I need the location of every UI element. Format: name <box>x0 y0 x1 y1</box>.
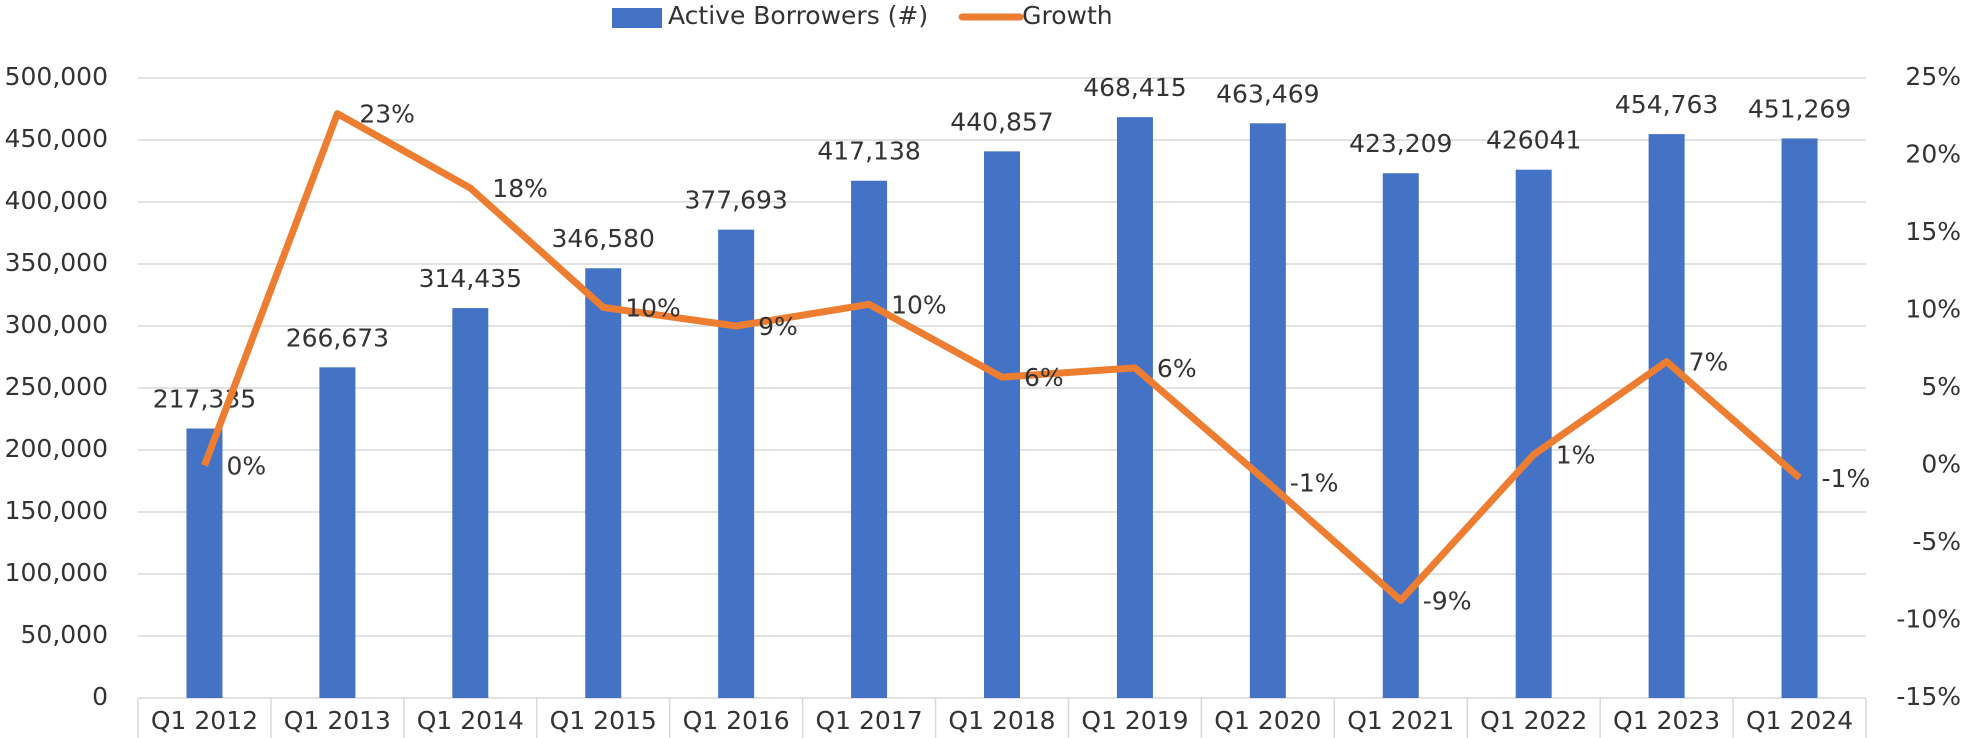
y-tick-label: 50,000 <box>21 620 108 649</box>
x-tick-label: Q1 2022 <box>1480 706 1587 735</box>
x-tick-label: Q1 2014 <box>417 706 524 735</box>
line-value-label: 23% <box>359 100 415 129</box>
bar <box>319 367 356 698</box>
bar <box>1382 173 1419 699</box>
x-tick-label: Q1 2016 <box>683 706 790 735</box>
y-tick-label: 100,000 <box>5 558 108 587</box>
line-value-label: 10% <box>891 290 947 319</box>
bar-value-label: 217,335 <box>153 385 256 414</box>
y-tick-label: 400,000 <box>5 186 108 215</box>
bar-value-label: 314,435 <box>419 264 522 293</box>
line-value-label: 9% <box>758 312 798 341</box>
x-tick-label: Q1 2018 <box>948 706 1055 735</box>
line-value-label: 6% <box>1157 354 1197 383</box>
y2-tick-label: 10% <box>1905 295 1961 324</box>
x-tick-label: Q1 2015 <box>550 706 657 735</box>
y2-tick-label: -5% <box>1912 527 1961 556</box>
line-value-label: 18% <box>492 174 548 203</box>
line-value-label: 1% <box>1556 441 1596 470</box>
y-tick-label: 200,000 <box>5 434 108 463</box>
x-tick-label: Q1 2023 <box>1613 706 1720 735</box>
line-value-label: 7% <box>1689 348 1729 377</box>
bar <box>718 229 755 698</box>
x-tick-label: Q1 2021 <box>1347 706 1454 735</box>
y2-tick-label: 25% <box>1905 62 1961 91</box>
bar <box>1515 169 1552 698</box>
y2-tick-label: -15% <box>1896 682 1961 711</box>
bar <box>1116 117 1153 698</box>
bar-value-label: 266,673 <box>286 323 389 352</box>
y2-tick-label: 20% <box>1905 140 1961 169</box>
line-value-label: -9% <box>1423 586 1472 615</box>
bar-value-label: 346,580 <box>552 224 655 253</box>
growth-line <box>201 110 1802 604</box>
x-tick-label: Q1 2017 <box>815 706 922 735</box>
bar-value-label: 417,138 <box>817 137 920 166</box>
legend-label: Growth <box>1022 1 1113 30</box>
bar <box>452 308 489 698</box>
bar-value-label: 463,469 <box>1216 79 1319 108</box>
y2-tick-label: 15% <box>1905 217 1961 246</box>
line-value-label: 10% <box>625 293 681 322</box>
bar-value-label: 468,415 <box>1083 73 1186 102</box>
bar <box>1249 123 1286 698</box>
bar <box>851 180 888 698</box>
line-value-label: -1% <box>1290 469 1339 498</box>
bar <box>585 268 622 698</box>
x-tick-label: Q1 2019 <box>1081 706 1188 735</box>
line-value-label: 0% <box>226 452 266 481</box>
y-tick-label: 0 <box>92 682 108 711</box>
y2-tick-label: 5% <box>1921 372 1961 401</box>
x-tick-label: Q1 2013 <box>284 706 391 735</box>
bar-value-label: 451,269 <box>1748 94 1851 123</box>
y-tick-label: 450,000 <box>5 124 108 153</box>
bar-value-label: 454,763 <box>1615 90 1718 119</box>
legend-label: Active Borrowers (#) <box>668 1 928 30</box>
line-value-label: 6% <box>1024 363 1064 392</box>
legend-swatch <box>612 8 662 28</box>
bar-value-label: 423,209 <box>1349 129 1452 158</box>
bar-value-label: 426041 <box>1486 126 1581 155</box>
y-tick-label: 350,000 <box>5 248 108 277</box>
y2-tick-label: 0% <box>1921 450 1961 479</box>
x-tick-label: Q1 2012 <box>151 706 258 735</box>
y-tick-label: 300,000 <box>5 310 108 339</box>
bar <box>1648 134 1685 699</box>
x-tick-label: Q1 2020 <box>1214 706 1321 735</box>
bar <box>984 151 1020 698</box>
bar-value-label: 440,857 <box>950 107 1053 136</box>
line-value-label: -1% <box>1822 464 1871 493</box>
x-tick-label: Q1 2024 <box>1746 706 1853 735</box>
y-tick-label: 500,000 <box>5 62 108 91</box>
bar <box>186 428 223 698</box>
y-tick-label: 250,000 <box>5 372 108 401</box>
y-tick-label: 150,000 <box>5 496 108 525</box>
bar <box>1781 138 1818 698</box>
bar-value-label: 377,693 <box>684 186 787 215</box>
y2-tick-label: -10% <box>1896 605 1961 634</box>
